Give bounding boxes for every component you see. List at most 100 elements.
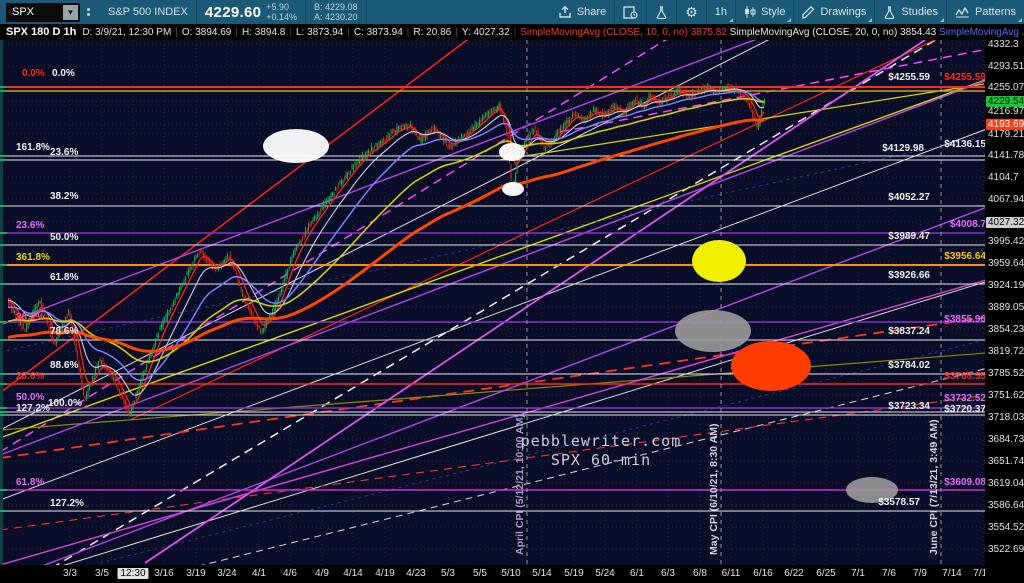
time-axis-tick: 6/22 [784, 568, 804, 579]
interval-button[interactable]: 1h [707, 0, 736, 24]
price-axis-tick: 3854.23 [988, 324, 1024, 335]
symbol-select[interactable]: SPX ▼ [6, 2, 80, 22]
price-axis-tick: 4179.21 [988, 129, 1024, 140]
session-notes-button[interactable] [615, 0, 648, 24]
time-axis-tick: 6/1 [630, 568, 644, 579]
studies-button[interactable]: Studies [875, 0, 948, 24]
time-axis-tick: 4/23 [406, 568, 426, 579]
watermark: pebblewriter.com SPX 60-min [516, 432, 686, 470]
fib-level-label: 50.0% [50, 232, 79, 243]
gear-icon: ⚙ [685, 3, 698, 20]
edge-tick [0, 283, 7, 285]
fib-level-label: 50.0% [16, 392, 45, 403]
fib-level-label: 61.8% [50, 272, 79, 283]
price-axis[interactable]: 4332.3 4293.51 4255.07 4229.54 4216.97 4193.6… [985, 39, 1024, 583]
drawings-button[interactable]: Drawings [794, 0, 876, 24]
edge-tick [0, 244, 7, 246]
studies-flask-icon [883, 5, 896, 19]
fib-level-label: 0.0% [52, 68, 75, 79]
time-axis-tick: 5/10 [501, 568, 521, 579]
share-label: Share [576, 6, 607, 18]
edge-tick [0, 90, 7, 92]
index-name: S&P 500 INDEX [108, 6, 188, 18]
time-axis-tick: 5/24 [595, 568, 615, 579]
patterns-button[interactable]: Patterns [947, 0, 1024, 24]
time-axis-tick: 5/14 [532, 568, 552, 579]
price-level-label: $3837.24 [888, 326, 930, 337]
edge-tick [0, 339, 7, 341]
fib-level-label: 127.2% [50, 498, 84, 509]
last-price-group: 4229.60 +5.90 +0.14% [197, 0, 307, 24]
time-axis[interactable]: 3/3 3/5 12:30 3/16 3/19 3/24 4/1 4/6 4/9 4/14 4/19… [0, 565, 993, 583]
settings-button[interactable]: ⚙ [677, 0, 707, 24]
fib-level-label: 100.0% [48, 398, 82, 409]
price-axis-tick: 4193.69 [986, 119, 1024, 130]
price-level-label: $3784.02 [888, 360, 930, 371]
fib-level-label: 38.2% [16, 312, 45, 323]
style-button[interactable]: Style [736, 0, 795, 24]
price-level-label: $3732.52 [944, 393, 986, 404]
status-field: C: 3873.94 [353, 26, 403, 38]
toolbar-spacer [367, 0, 550, 24]
price-axis-tick: 4229.54 [986, 96, 1024, 107]
event-annotation: May CPI (6/10/21, 8:30 AM) [708, 424, 720, 556]
time-axis-tick: 5/19 [564, 568, 584, 579]
analysis-button[interactable] [647, 0, 678, 24]
studies-label: Studies [901, 6, 939, 18]
fib-level-label: 127.2% [16, 403, 50, 414]
bid-ask: B: 4229.08 A: 4230.20 [314, 2, 358, 22]
indicator-value: 3854.43 [900, 26, 940, 38]
price-axis-tick: 4067.94 [988, 194, 1024, 205]
time-axis-tick: 4/9 [315, 568, 329, 579]
drawings-label: Drawings [820, 6, 867, 18]
share-icon [558, 5, 572, 19]
price-axis-tick: 4141.78 [988, 150, 1024, 161]
watermark-line1: pebblewriter.com [520, 432, 682, 450]
edge-tick [0, 383, 7, 385]
indicator-legend: SimpleMovingAvg (CLOSE, 20, 0, no) [729, 26, 901, 38]
bid-ask-group: B: 4229.08 A: 4230.20 [306, 0, 367, 24]
event-annotation: April CPI (5/12/21, 10:00 AM) [514, 414, 526, 555]
price-level-label: $4129.98 [882, 143, 924, 154]
symbol-dropdown-icon[interactable]: ▼ [63, 4, 78, 20]
status-field: R: 20.86 [413, 26, 452, 38]
style-label: Style [761, 6, 786, 18]
price-level-label: $4255.59 [888, 72, 930, 83]
index-name-group: S&P 500 INDEX [100, 0, 197, 24]
time-axis-tick: 5/5 [473, 568, 487, 579]
edge-tick [0, 264, 7, 266]
edge-tick [0, 232, 7, 234]
price-axis-tick: 4104.7 [988, 172, 1019, 183]
chart-title: SPX 180 D 1h [6, 26, 77, 38]
fib-level-label: 38.2% [50, 191, 79, 202]
price-axis-tick: 3522.69 [988, 544, 1024, 555]
status-field: O: 3894.69 [181, 26, 232, 38]
price-axis-tick: 4216.97 [988, 106, 1024, 117]
time-axis-tick: 3/24 [217, 568, 237, 579]
status-field: D: 3/9/21, 12:30 PM [82, 26, 172, 38]
time-axis-tick: 7/9 [913, 568, 927, 579]
flask-icon [655, 5, 668, 19]
time-axis-tick: 4/19 [375, 568, 395, 579]
price-badge: 4193.69 [986, 119, 1024, 130]
fib-level-label: 361.8% [16, 252, 50, 263]
price-axis-tick: 4255.07 [988, 82, 1024, 93]
price-axis-tick: 3554.52 [988, 522, 1024, 533]
candlestick-icon [744, 5, 756, 19]
status-field: H: 3894.8 [241, 26, 286, 38]
price-level-label: $3855.96 [944, 314, 986, 325]
fib-level-label: 78.6% [50, 326, 79, 337]
price-level-label: $4008.7 [949, 219, 986, 230]
edge-tick [0, 414, 7, 416]
time-axis-tick: 6/11 [721, 568, 741, 579]
fib-level-label: 161.8% [16, 142, 50, 153]
symbol-text: SPX [12, 6, 35, 18]
symbol-settings-icon[interactable] [85, 8, 92, 16]
top-toolbar: SPX ▼ S&P 500 INDEX 4229.60 +5.90 +0.14% … [0, 0, 1024, 24]
time-axis-tick: 7/1 [851, 568, 865, 579]
share-button[interactable]: Share [550, 0, 616, 24]
price-axis-tick: 3718.03 [988, 412, 1024, 423]
chart-canvas[interactable]: April CPI (5/12/21, 10:00 AM) May CPI (6/… [0, 40, 985, 565]
time-axis-tick: 7/19 [973, 568, 993, 579]
